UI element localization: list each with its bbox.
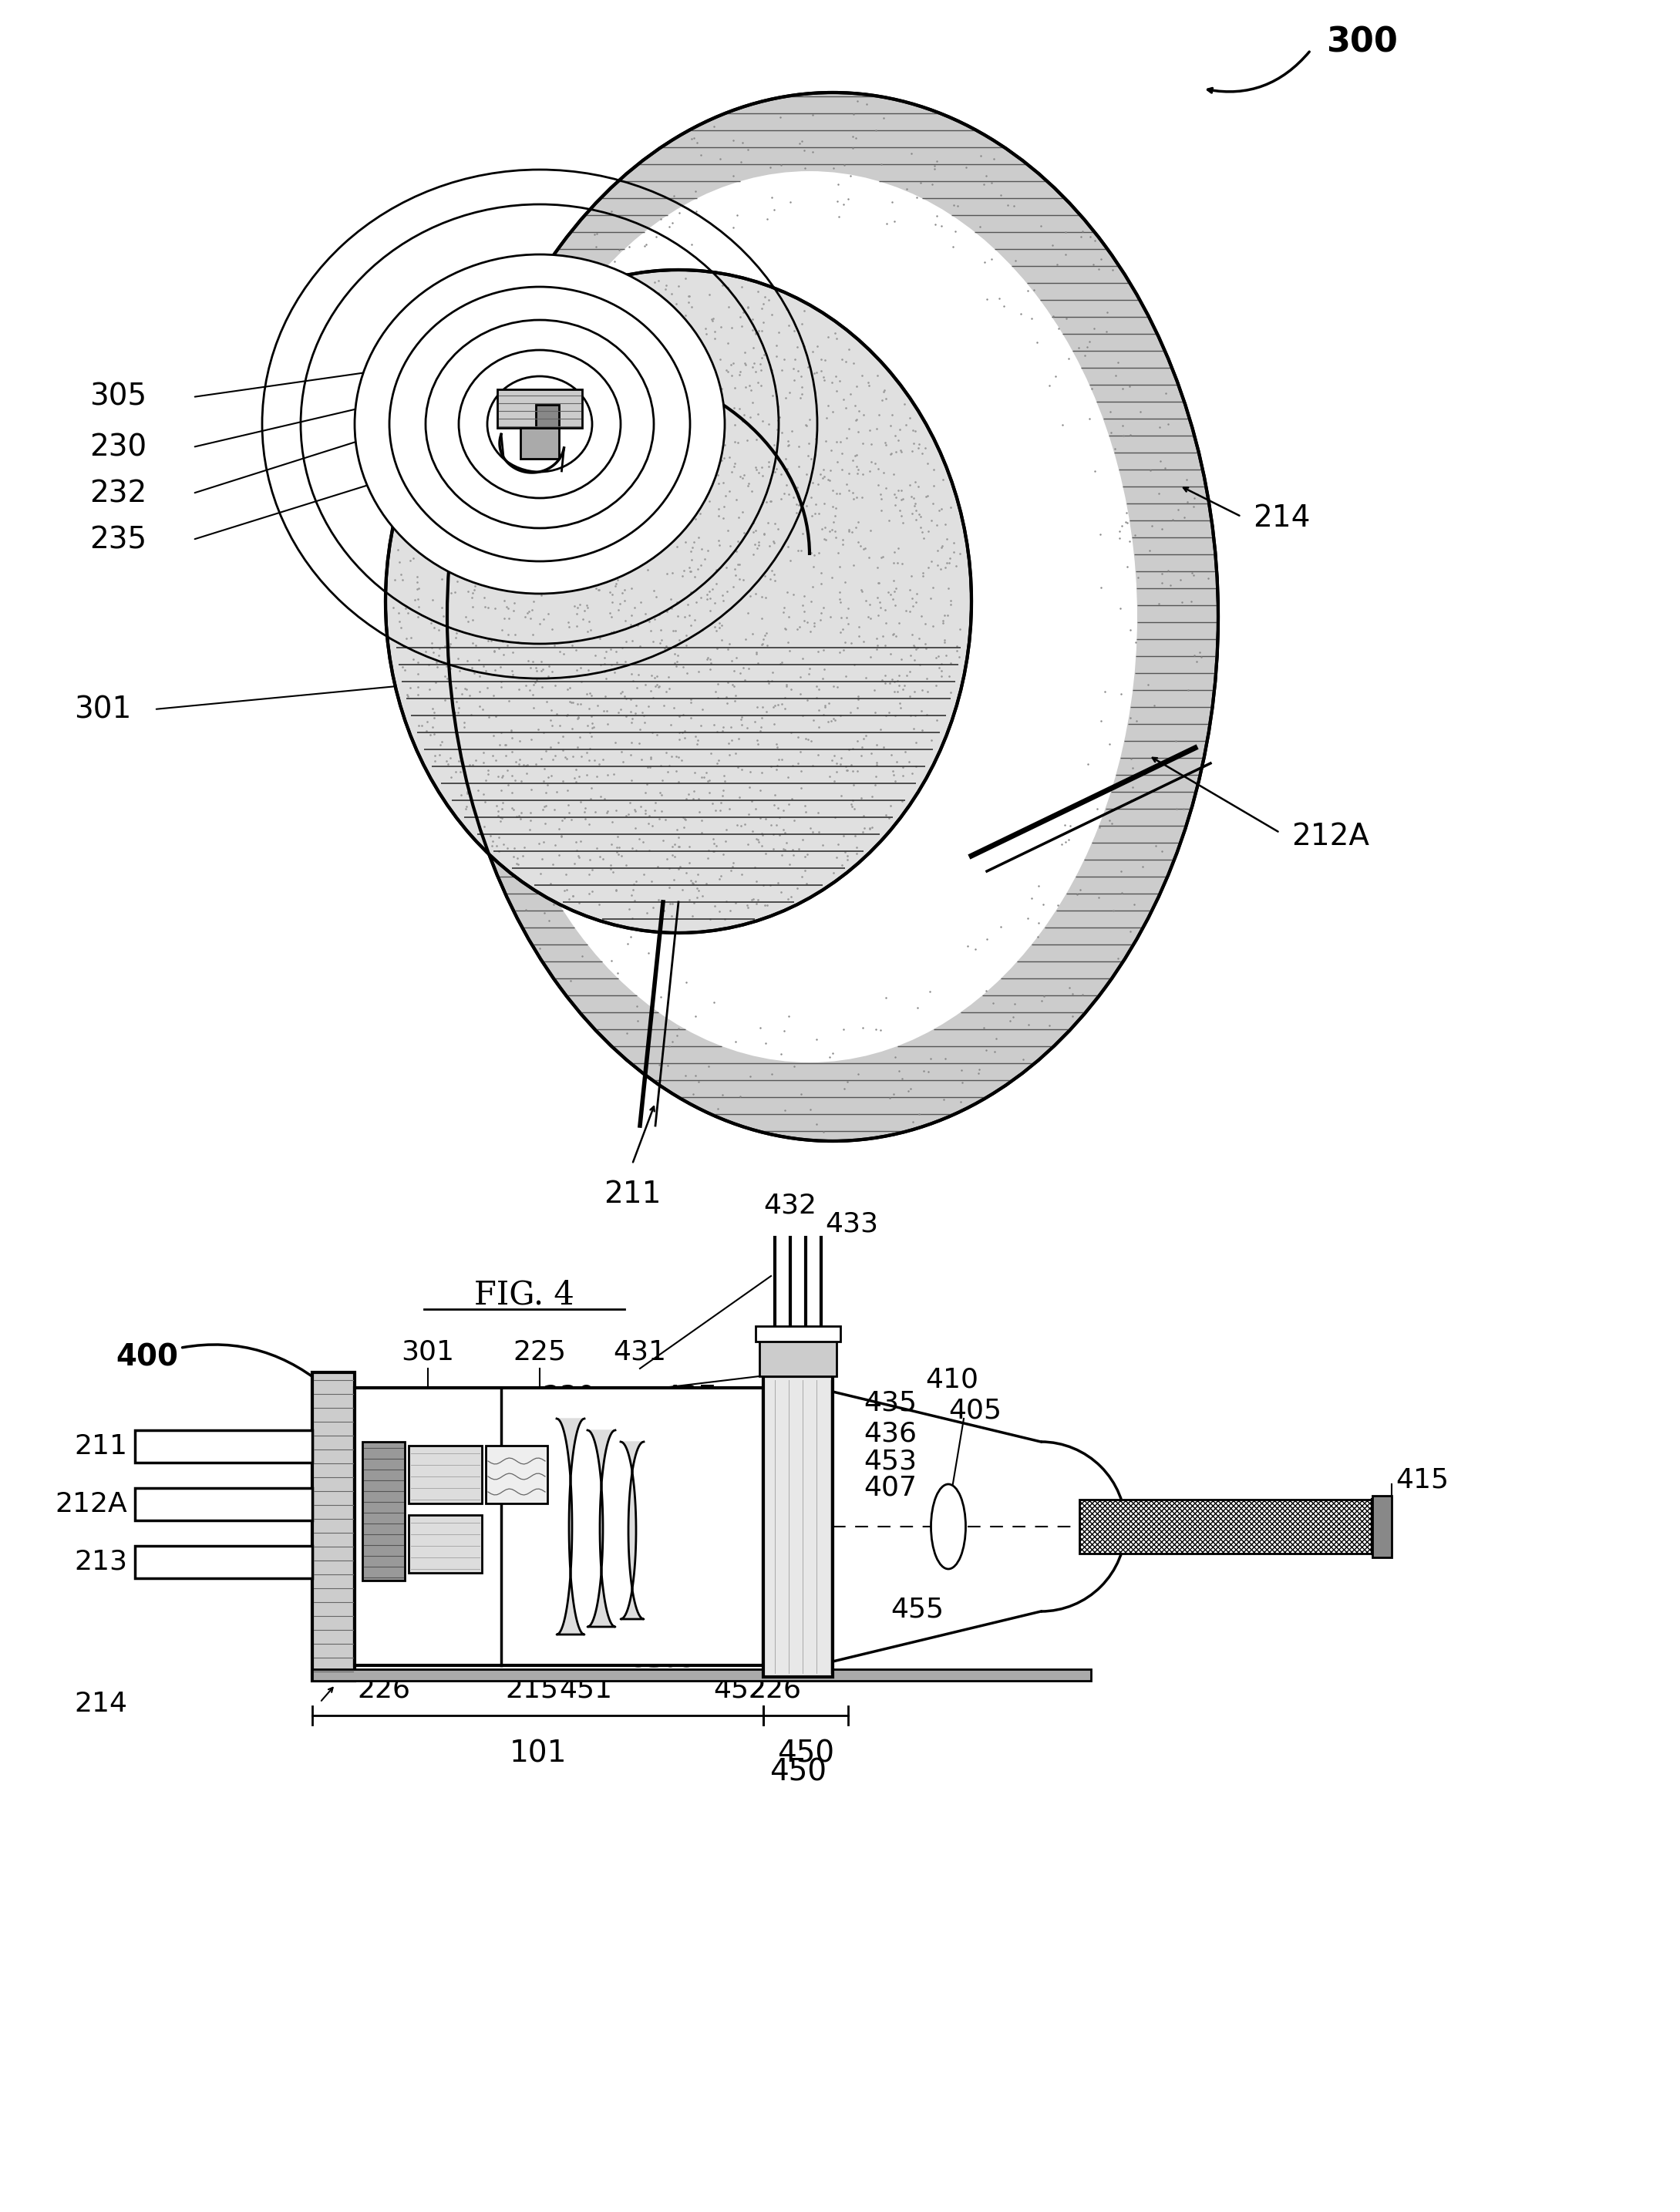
Polygon shape	[588, 1431, 615, 1626]
Ellipse shape	[931, 1484, 966, 1568]
Ellipse shape	[447, 93, 1218, 1141]
Text: 230: 230	[89, 434, 146, 462]
Text: 410: 410	[926, 1367, 978, 1394]
Text: 433: 433	[825, 1212, 879, 1237]
Text: 226: 226	[748, 1677, 801, 1703]
Bar	[408, 1447, 482, 1504]
Text: 450: 450	[769, 1759, 827, 1787]
Text: 415: 415	[1396, 1467, 1448, 1493]
Text: 453: 453	[864, 1449, 917, 1473]
Text: 407: 407	[864, 1475, 917, 1502]
Bar	[134, 1431, 312, 1462]
Text: 214: 214	[1253, 504, 1310, 533]
Text: 300: 300	[1326, 27, 1398, 60]
Text: 230: 230	[543, 1382, 596, 1409]
Text: 211: 211	[603, 1179, 660, 1210]
Ellipse shape	[459, 349, 620, 498]
Text: 225: 225	[512, 1338, 566, 1365]
Ellipse shape	[354, 254, 724, 593]
Bar	[408, 1515, 482, 1573]
Bar	[759, 1338, 837, 1376]
Text: 436: 436	[864, 1420, 917, 1447]
Text: 226: 226	[358, 1677, 410, 1703]
Text: 301: 301	[74, 695, 131, 723]
Bar	[486, 1447, 548, 1504]
Text: 437: 437	[664, 1385, 716, 1411]
Ellipse shape	[390, 288, 690, 562]
Text: 222: 222	[491, 1407, 543, 1433]
Text: 305: 305	[643, 1646, 697, 1672]
Text: 235: 235	[613, 1646, 667, 1672]
Text: 432: 432	[764, 1192, 816, 1219]
Text: 220: 220	[418, 1407, 472, 1433]
Bar	[363, 1442, 405, 1582]
Bar	[756, 1327, 840, 1340]
Polygon shape	[620, 1442, 643, 1619]
Bar	[1373, 1495, 1391, 1557]
Text: 232: 232	[575, 1396, 628, 1422]
Text: FIG. 4: FIG. 4	[474, 1279, 575, 1312]
Text: 214: 214	[74, 1690, 128, 1717]
Text: 240: 240	[418, 1478, 472, 1504]
Text: 450: 450	[778, 1739, 835, 1767]
Text: 452: 452	[714, 1677, 766, 1703]
Text: 431: 431	[613, 1338, 667, 1365]
Text: 212A: 212A	[55, 1491, 128, 1517]
Bar	[536, 405, 559, 427]
Text: 216: 216	[358, 1405, 410, 1431]
Text: 455: 455	[890, 1597, 944, 1621]
Bar	[497, 389, 581, 427]
Text: 212A: 212A	[1292, 823, 1369, 852]
Polygon shape	[556, 1418, 585, 1635]
Ellipse shape	[482, 170, 1137, 1062]
Text: 405: 405	[948, 1398, 1001, 1425]
Bar	[521, 427, 559, 458]
Text: 435: 435	[864, 1389, 917, 1416]
Text: 101: 101	[509, 1739, 566, 1767]
Text: 215: 215	[506, 1677, 558, 1703]
Text: 400: 400	[116, 1343, 331, 1391]
Ellipse shape	[487, 376, 591, 471]
Bar	[312, 1371, 354, 1681]
Text: 451: 451	[559, 1677, 613, 1703]
Bar	[354, 1387, 763, 1666]
Ellipse shape	[425, 321, 654, 529]
Bar	[1079, 1500, 1373, 1553]
Bar	[134, 1489, 312, 1520]
Ellipse shape	[385, 270, 971, 933]
Bar	[134, 1546, 312, 1577]
Bar	[312, 1670, 1090, 1681]
Text: 213: 213	[74, 1548, 128, 1575]
Text: 211: 211	[74, 1433, 128, 1460]
Bar	[763, 1376, 833, 1677]
Text: 232: 232	[89, 478, 146, 509]
Text: 305: 305	[89, 383, 146, 411]
Text: 235: 235	[89, 524, 146, 555]
Text: 301: 301	[402, 1338, 455, 1365]
